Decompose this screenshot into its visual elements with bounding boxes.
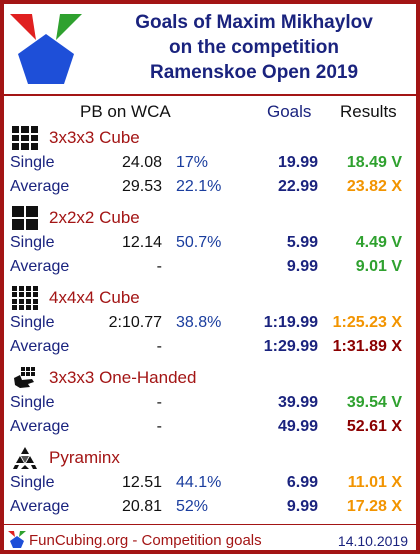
footer: FunCubing.org - Competition goals 14.10.… (4, 526, 416, 550)
result-value: 39.54 V (346, 394, 402, 411)
table-row: Average - 1:29.99 1:31.89 X (10, 336, 412, 358)
goal-value: 19.99 (277, 154, 318, 171)
percent-value: 52% (176, 498, 209, 515)
cube-2x2-icon (12, 206, 38, 230)
table-row: Single 24.08 17% 19.99 18.49 V (10, 152, 412, 174)
pb-value: - (156, 394, 162, 411)
goal-value: 5.99 (286, 234, 318, 251)
row-label: Average (10, 498, 70, 515)
result-value: 52.61 X (346, 418, 402, 435)
goal-value: 1:19.99 (263, 314, 318, 331)
header: Goals of Maxim Mikhaylov on the competit… (4, 4, 416, 96)
percent-value: 44.1% (176, 474, 222, 491)
pb-value: 12.14 (121, 234, 162, 251)
row-label: Average (10, 258, 70, 275)
column-header-results: Results (340, 102, 397, 121)
result-value: 11.01 X (347, 474, 402, 491)
footer-site-link[interactable]: FunCubing.org - Competition goals (29, 532, 262, 549)
event-heading-333oh: 3x3x3 One-Handed (10, 366, 410, 390)
goal-value: 39.99 (277, 394, 318, 411)
event-name: 3x3x3 One-Handed (49, 368, 197, 387)
title-line-3: Ramenskoe Open 2019 (149, 62, 359, 83)
row-label: Single (10, 154, 55, 171)
table-row: Single 12.51 44.1% 6.99 11.01 X (10, 472, 412, 494)
goal-value: 6.99 (286, 474, 318, 491)
row-label: Average (10, 178, 70, 195)
row-label: Single (10, 474, 55, 491)
goal-value: 9.99 (286, 498, 318, 515)
result-value: 17.28 X (346, 498, 402, 515)
result-value: 9.01 V (355, 258, 402, 275)
pb-value: 24.08 (121, 154, 162, 171)
result-value: 23.82 X (346, 178, 402, 195)
pb-value: - (156, 418, 162, 435)
column-header-goals: Goals (267, 102, 312, 121)
row-label: Average (10, 338, 70, 355)
pb-value: - (156, 338, 162, 355)
event-heading-444: 4x4x4 Cube (10, 286, 410, 310)
cube-4x4-icon (12, 286, 38, 310)
one-handed-icon (14, 367, 35, 388)
percent-value: 22.1% (176, 178, 222, 195)
funcubing-logo-icon (10, 14, 82, 84)
result-value: 4.49 V (355, 234, 402, 251)
row-label: Single (10, 314, 55, 331)
footer-divider (4, 524, 416, 525)
title-line-2: on the competition (169, 37, 339, 58)
event-name: 3x3x3 Cube (49, 128, 140, 147)
goal-value: 1:29.99 (263, 338, 318, 355)
pb-value: - (156, 258, 162, 275)
pb-value: 12.51 (121, 474, 162, 491)
result-value: 18.49 V (346, 154, 402, 171)
table-row: Average 20.81 52% 9.99 17.28 X (10, 496, 412, 518)
row-label: Single (10, 234, 55, 251)
cube-3x3-icon (12, 126, 38, 150)
column-header-pb: PB on WCA (80, 102, 171, 121)
event-heading-333: 3x3x3 Cube (10, 126, 410, 150)
table-row: Average 29.53 22.1% 22.99 23.82 X (10, 176, 412, 198)
row-label: Single (10, 394, 55, 411)
row-label: Average (10, 418, 70, 435)
result-value: 1:25.23 X (332, 314, 402, 331)
percent-value: 38.8% (176, 314, 222, 331)
event-heading-pyraminx: Pyraminx (10, 446, 410, 470)
pyraminx-icon (13, 447, 37, 469)
percent-value: 50.7% (176, 234, 222, 251)
page-title: Goals of Maxim Mikhaylov on the competit… (96, 10, 412, 85)
table-row: Average - 9.99 9.01 V (10, 256, 412, 278)
pb-value: 20.81 (121, 498, 162, 515)
percent-value: 17% (176, 154, 209, 171)
header-divider (4, 94, 416, 96)
event-name: 2x2x2 Cube (49, 208, 140, 227)
pb-value: 29.53 (121, 178, 162, 195)
goal-value: 22.99 (277, 178, 318, 195)
footer-date: 14.10.2019 (337, 533, 408, 549)
pb-value: 2:10.77 (108, 314, 162, 331)
goal-value: 9.99 (286, 258, 318, 275)
table-row: Single 2:10.77 38.8% 1:19.99 1:25.23 X (10, 312, 412, 334)
table-row: Single 12.14 50.7% 5.99 4.49 V (10, 232, 412, 254)
event-name: Pyraminx (49, 448, 120, 467)
table-row: Single - 39.99 39.54 V (10, 392, 412, 414)
table-row: Average - 49.99 52.61 X (10, 416, 412, 438)
funcubing-small-logo-icon (8, 531, 26, 548)
result-value: 1:31.89 X (332, 338, 402, 355)
event-heading-222: 2x2x2 Cube (10, 206, 410, 230)
event-name: 4x4x4 Cube (49, 288, 140, 307)
title-line-1: Goals of Maxim Mikhaylov (135, 12, 373, 33)
goal-value: 49.99 (277, 418, 318, 435)
